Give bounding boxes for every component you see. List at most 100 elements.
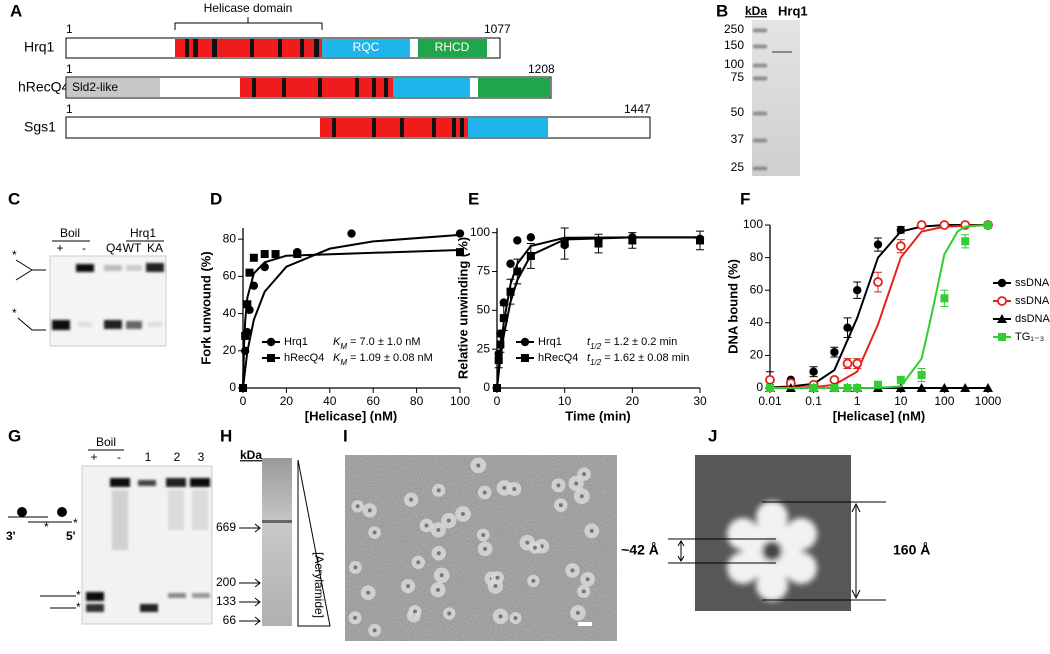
particle-core (570, 568, 575, 573)
marker (830, 384, 839, 392)
marker-label: 150 (724, 38, 744, 52)
ladder-bands (753, 29, 767, 170)
legend-marker (998, 333, 1006, 341)
y-tick-label: 0 (756, 380, 763, 394)
y-tick-label: 75 (477, 264, 491, 278)
particle-core (436, 488, 441, 493)
marker (293, 250, 302, 259)
x-tick-label: 1000 (975, 394, 1002, 408)
rhcd-domain (478, 78, 550, 97)
label-star: * (76, 600, 81, 614)
fit-subscript: 1/2 (590, 342, 602, 351)
marker-label: 669 (216, 520, 236, 534)
particle-core (589, 528, 594, 533)
unit-label: kDa (240, 448, 262, 462)
group-label: Boil (60, 226, 80, 240)
strand-end: 5' (66, 529, 76, 543)
legend-label: Hrq1 (538, 336, 562, 348)
x-axis-label: [Helicase] (nM) (833, 408, 925, 423)
particle-core (353, 565, 358, 570)
label-star: * (73, 516, 78, 530)
label-star: * (76, 588, 81, 602)
marker (939, 383, 950, 392)
biotin (57, 507, 67, 517)
panel-label: F (740, 189, 750, 208)
x-tick-label: 80 (410, 394, 424, 408)
marker (853, 384, 862, 392)
y-tick-label: 100 (743, 217, 763, 231)
inner-diameter: ~42 Å (621, 542, 659, 558)
gel-b: kDa Hrq1 250 150 100 75 50 37 25 (724, 3, 808, 176)
particle-core (512, 486, 517, 491)
panel-label: B (716, 1, 728, 20)
group-label: Boil (96, 435, 116, 449)
marker (628, 236, 637, 245)
rqc-domain (322, 39, 410, 57)
particle-core (481, 532, 486, 537)
panel-label: G (8, 426, 21, 445)
y-tick-label: 80 (223, 231, 237, 245)
fit-curve (769, 224, 989, 389)
lane-label: - (117, 450, 121, 464)
particle-core (513, 616, 518, 621)
legend-label: Hrq1 (284, 336, 308, 348)
marker (939, 220, 950, 230)
particle-core (532, 545, 537, 550)
particle-core (582, 472, 587, 477)
particle-core (581, 589, 586, 594)
marker (271, 250, 280, 259)
marker (506, 287, 515, 296)
label-star: * (44, 520, 49, 534)
x-tick-label: 10 (558, 394, 572, 408)
particle-core (436, 527, 441, 532)
particles (348, 457, 600, 637)
particle-core (498, 614, 503, 619)
x-tick-label: 40 (323, 394, 337, 408)
legend-label: hRecQ4 (538, 352, 578, 364)
x-axis-label: Time (min) (565, 408, 631, 423)
marker-label: 133 (216, 594, 236, 608)
fit-symbol: K (333, 336, 341, 348)
fit-subscript: M (340, 342, 347, 351)
gel-g: Boil + - 1 2 3 * * 3' 5' * * (6, 435, 213, 625)
marker (896, 375, 905, 384)
marker (916, 220, 927, 230)
y-axis-label: DNA bound (%) (725, 259, 740, 354)
x-tick-label: 1 (854, 394, 861, 408)
axis-line (769, 225, 988, 389)
sld2-domain (67, 78, 160, 97)
marker-label: 200 (216, 575, 236, 589)
marker (873, 240, 883, 249)
x-tick-label: 0.1 (805, 394, 822, 408)
residue-end: 1077 (484, 22, 511, 36)
fit-curve (769, 224, 988, 389)
particle-core (435, 587, 440, 592)
marker (895, 241, 906, 252)
protein-name: Hrq1 (24, 39, 55, 55)
marker (852, 358, 863, 369)
y-tick-label: 40 (223, 306, 237, 320)
y-axis-label: Relative unwinding (%) (455, 237, 470, 379)
marker (829, 374, 840, 385)
marker (853, 286, 862, 295)
particle-core (482, 490, 487, 495)
marker (594, 239, 603, 248)
ssdna-schematic (17, 317, 46, 331)
marker (455, 229, 465, 238)
marker (496, 329, 505, 338)
marker (830, 347, 839, 357)
panel-label: I (343, 426, 348, 445)
particle-core (416, 560, 421, 565)
particle-core (483, 546, 488, 551)
panel-label: D (210, 189, 222, 208)
y-axis-label: Fork unwound (%) (198, 251, 213, 364)
particle-core (409, 497, 414, 502)
particle-core (372, 628, 377, 633)
domain-label: RHCD (435, 40, 470, 54)
residue-end: 1447 (624, 102, 651, 116)
rhcd-domain (418, 39, 487, 57)
legend-label: hRecQ4 (284, 352, 324, 364)
lane-label: 3 (198, 450, 205, 464)
